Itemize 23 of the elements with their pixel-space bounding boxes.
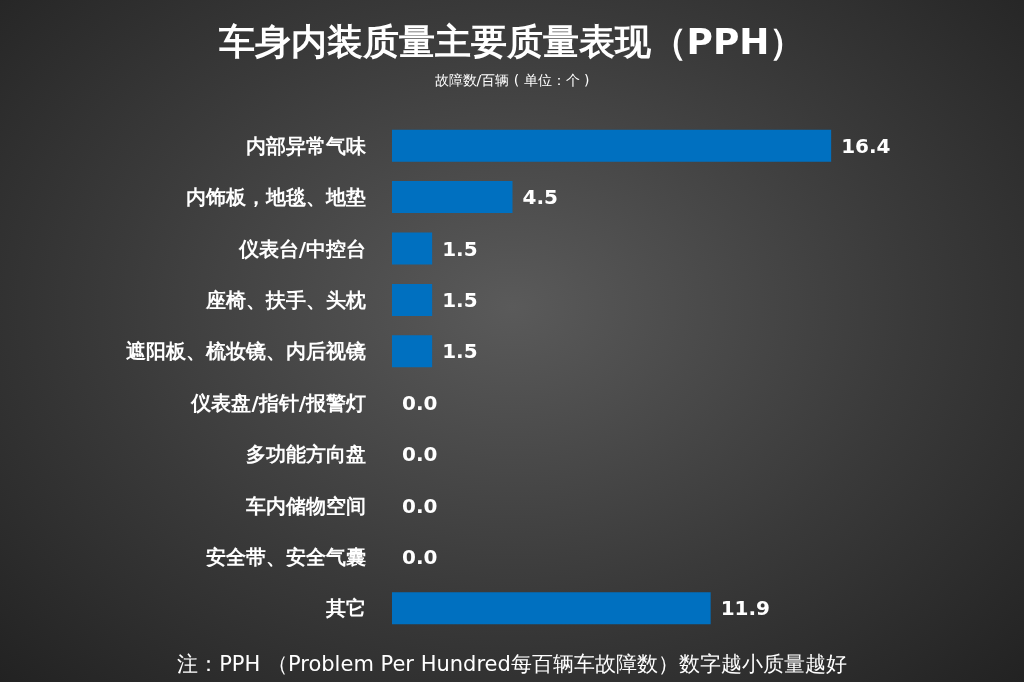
data-label: 4.5 [522, 185, 558, 210]
y-tick-label: 内部异常气味 [246, 133, 367, 158]
data-label: 0.0 [402, 390, 438, 415]
data-label: 1.5 [442, 236, 478, 261]
chart-subtitle: 故障数/百辆 ( 单位：个 ) [434, 72, 590, 88]
data-label: 11.9 [720, 596, 771, 621]
y-tick-label: 车内储物空间 [245, 493, 366, 518]
y-tick-label: 仪表台/中控台 [237, 236, 366, 261]
data-label: 1.5 [442, 339, 478, 364]
data-label: 0.0 [402, 442, 438, 467]
y-tick-label: 座椅、扶手、头枕 [205, 287, 366, 312]
data-label: 0.0 [402, 544, 438, 569]
y-tick-label: 多功能方向盘 [246, 442, 366, 467]
y-tick-label: 内饰板，地毯、地垫 [186, 185, 366, 210]
y-tick-label: 仪表盘/指针/报警灯 [190, 390, 366, 415]
y-tick-label: 安全带、安全气囊 [206, 544, 366, 569]
data-label: 16.4 [841, 133, 891, 158]
y-tick-label: 遮阳板、梳妆镜、内后视镜 [126, 339, 366, 364]
data-label: 0.0 [402, 493, 438, 518]
y-tick-label: 其它 [325, 596, 366, 621]
data-label: 1.5 [442, 287, 478, 312]
chart-title: 车身内装质量主要质量表现（PPH） [218, 20, 806, 62]
text: 注：PPH （Problem Per Hundred每百辆车故障数）数字越小质量越好 [177, 651, 847, 676]
